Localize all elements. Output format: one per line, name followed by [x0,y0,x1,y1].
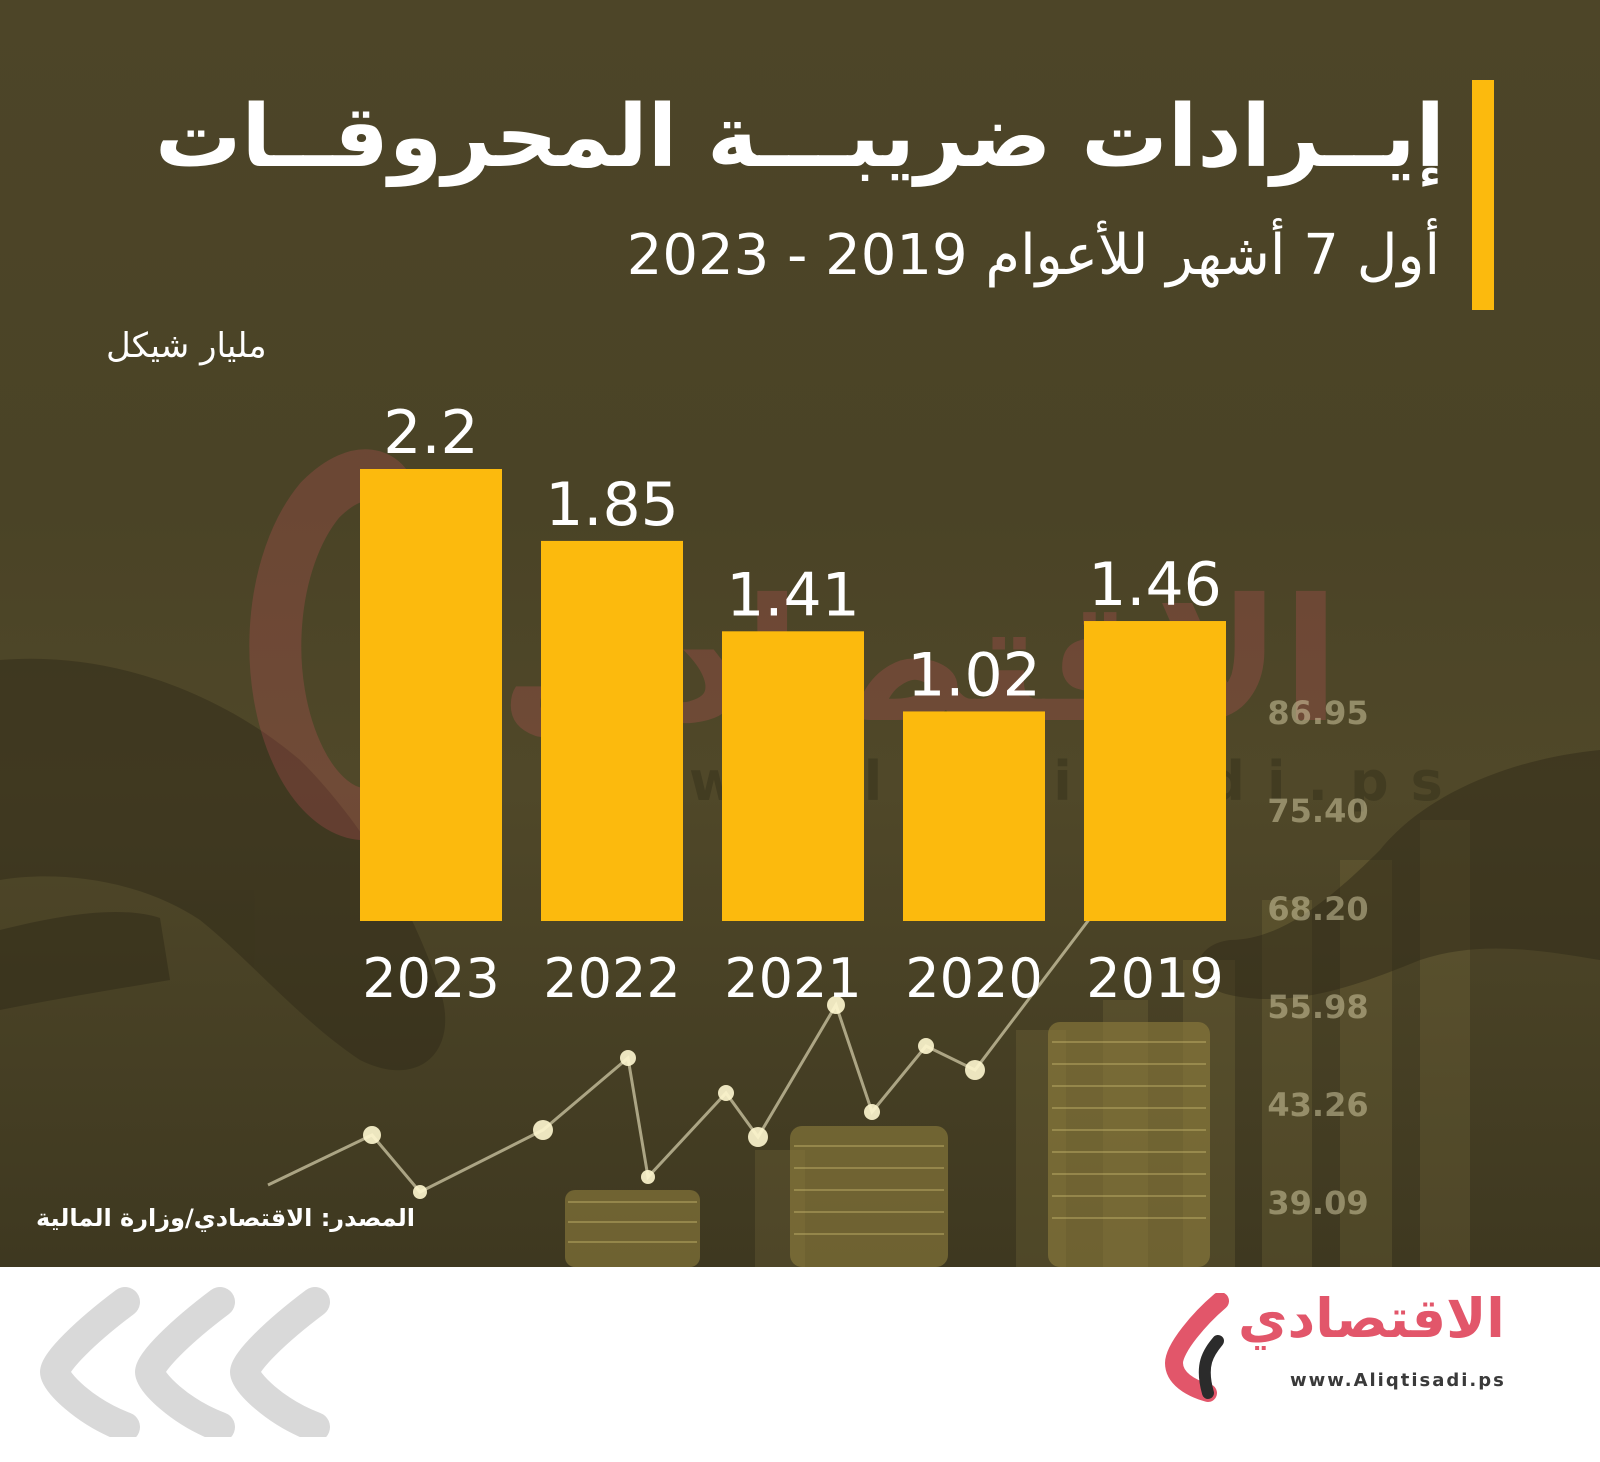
footer: الاقتصادي www.Aliqtisadi.ps [0,1267,1600,1462]
ticker-value: 75.40 [1267,792,1368,830]
chart-title: إيــرادات ضريبـــة المحروقــات [155,87,1445,187]
bar-2022 [541,540,683,921]
hands-illustration [0,658,1600,1071]
brand-url: www.Aliqtisadi.ps [1290,1370,1506,1391]
bar-chart: 2.2 1.85 1.41 1.02 1.46 2023 2022 2021 2020 2019 [360,398,1226,1010]
bars [360,469,1226,921]
title-accent-bar [1472,80,1494,310]
x-tick-label: 2021 [724,947,861,1010]
x-tick-label: 2019 [1086,947,1223,1010]
value-label: 1.85 [545,470,679,540]
brand-name: الاقتصادي [1238,1287,1505,1350]
chart-subtitle: أول 7 أشهر للأعوام 2019 - 2023 [626,223,1440,288]
x-tick-label: 2023 [362,947,499,1010]
unit-label: مليار شيكل [106,326,267,366]
value-labels: 2.2 1.85 1.41 1.02 1.46 [383,398,1222,710]
source-note: المصدر: الاقتصادي/وزارة المالية [36,1204,415,1232]
ticker-value: 55.98 [1267,988,1368,1026]
value-label: 1.02 [907,640,1041,710]
x-tick-label: 2020 [905,947,1042,1010]
bar-2020 [903,711,1045,921]
bar-2019 [1084,621,1226,921]
ticker-value: 39.09 [1267,1184,1368,1222]
x-tick-label: 2022 [543,947,680,1010]
bar-2023 [360,469,502,921]
coin-stacks-illustration [565,1022,1210,1267]
value-label: 2.2 [383,398,478,468]
value-label: 1.41 [726,560,860,630]
value-label: 1.46 [1088,550,1222,620]
aliqtisadi-logo-icon [1164,1293,1229,1402]
chart-panel: الاقتصادي www.Aliqtisadi.ps 86.95 75.40 … [0,0,1600,1267]
x-axis-tick-labels: 2023 2022 2021 2020 2019 [362,947,1223,1010]
bar-2021 [722,631,864,921]
chevrons-left-icon [40,1287,330,1437]
ticker-value: 86.95 [1267,694,1368,732]
trend-line-illustration [267,904,1102,1199]
ticker-value: 68.20 [1267,890,1368,928]
ticker-value: 43.26 [1267,1086,1368,1124]
